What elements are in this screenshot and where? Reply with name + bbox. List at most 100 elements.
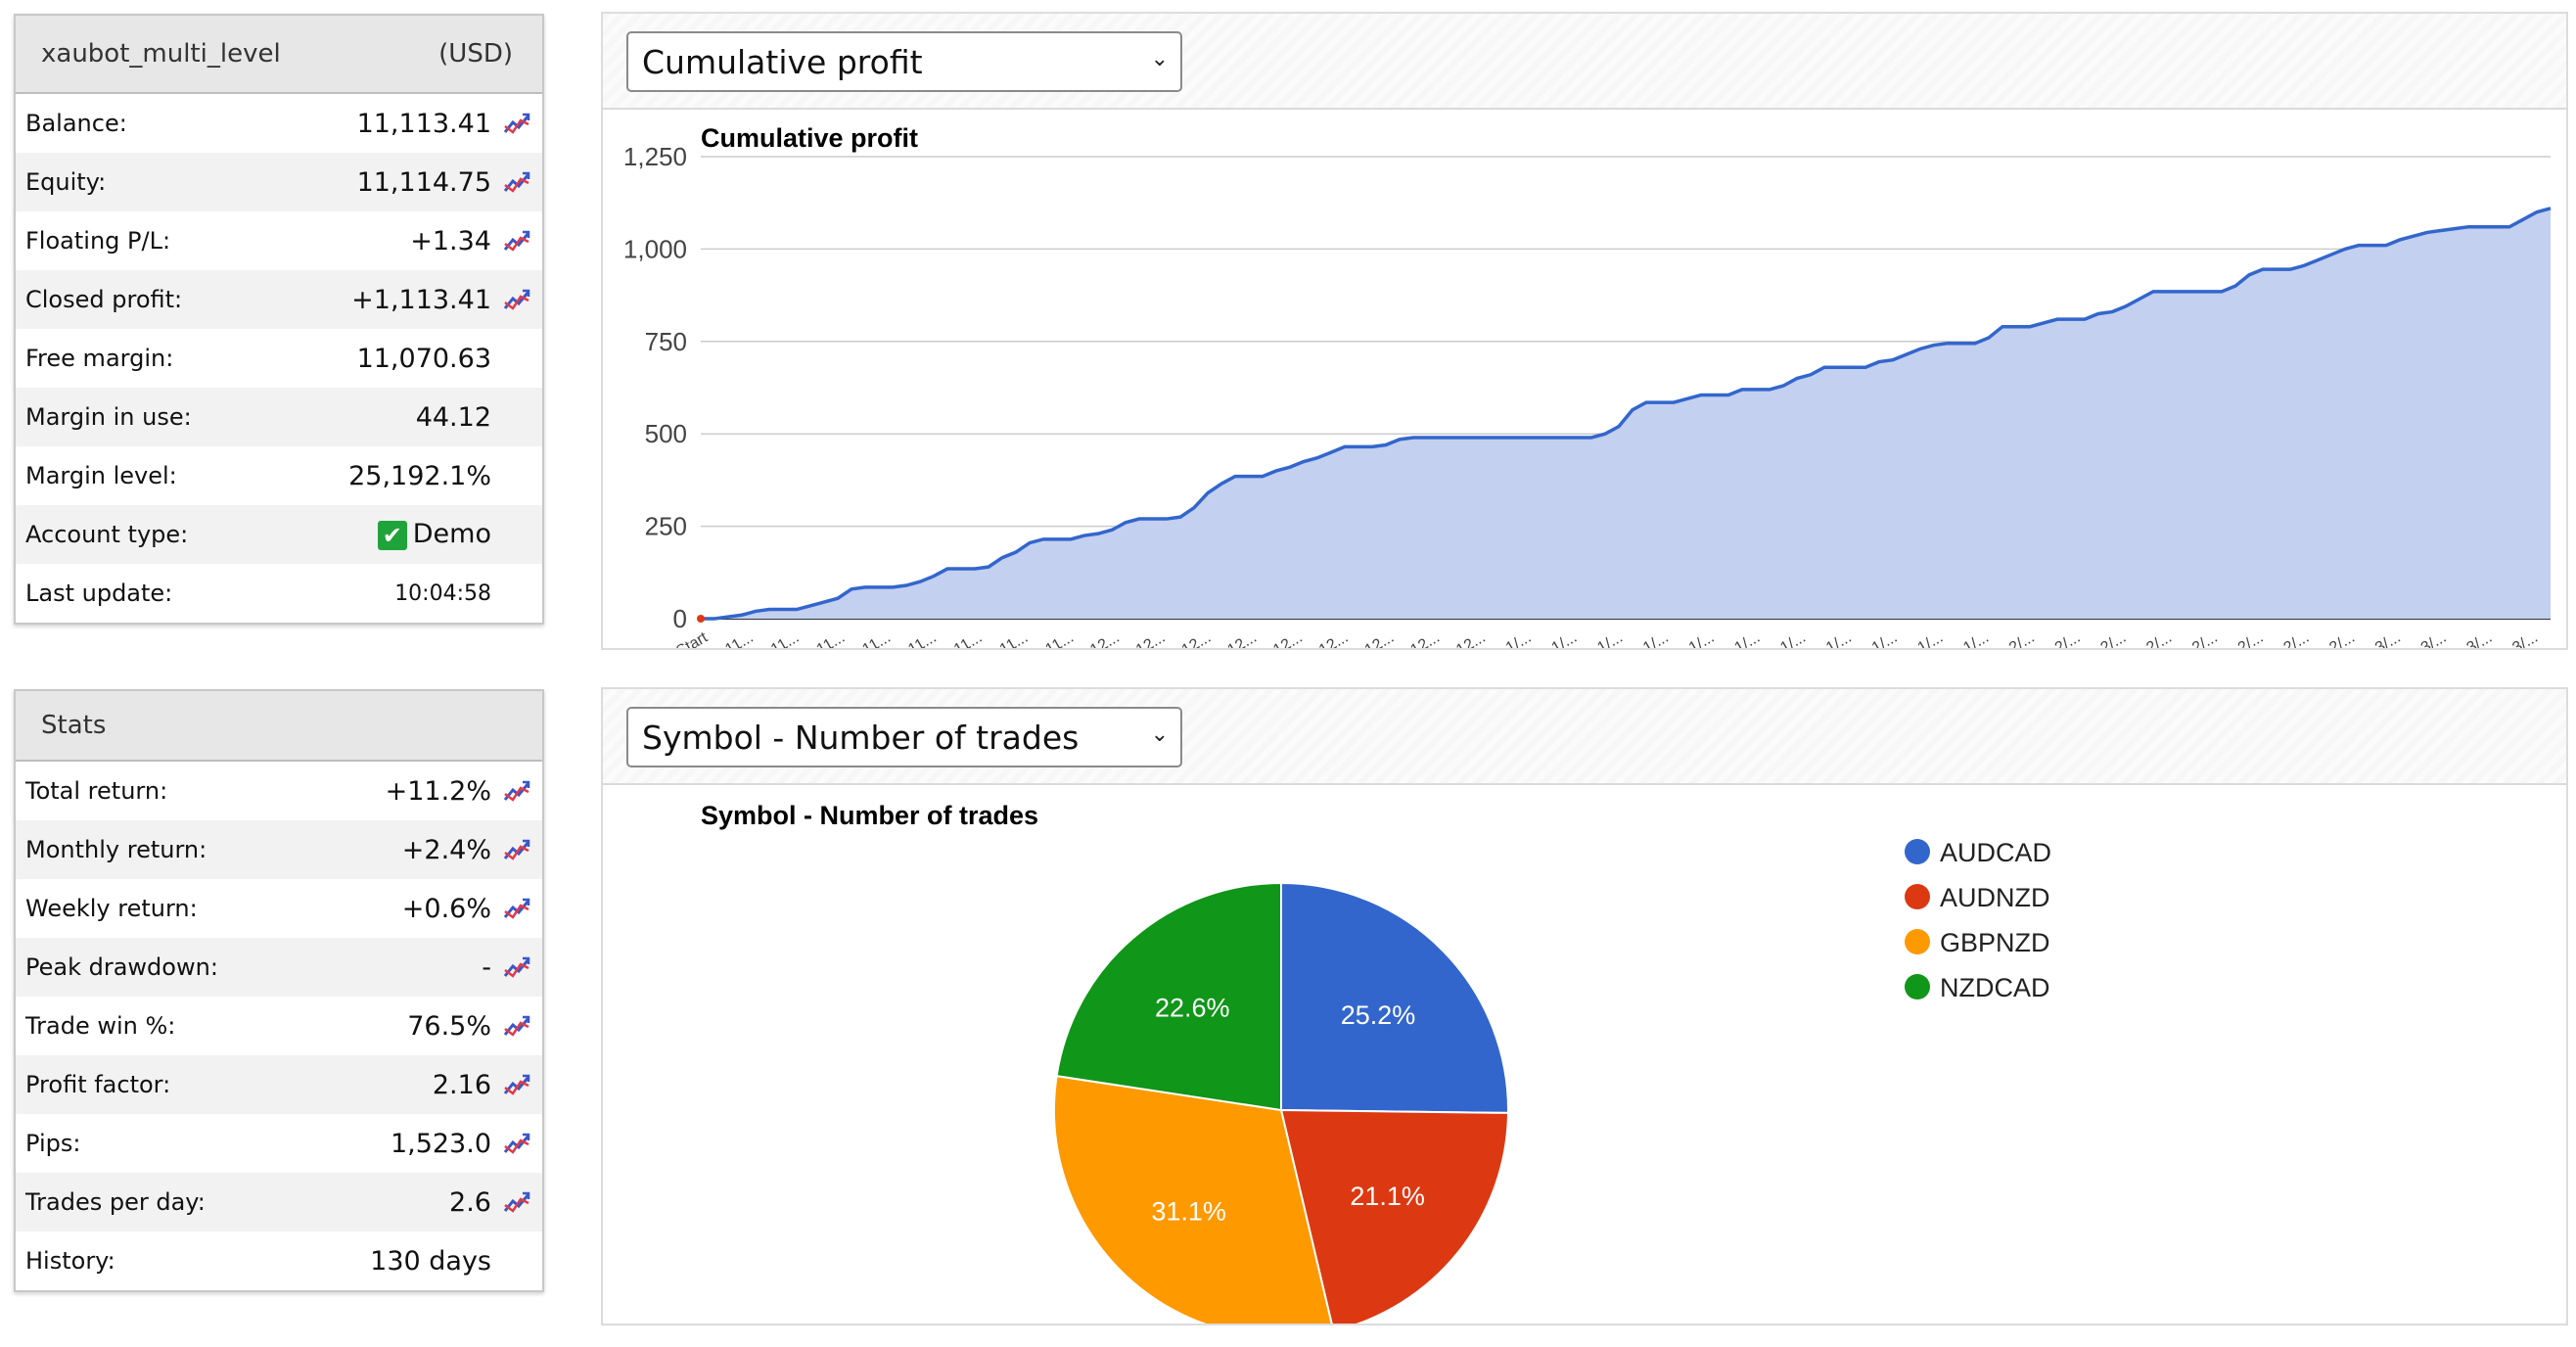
row-icon-slot bbox=[491, 896, 542, 921]
row-label: Pips: bbox=[25, 1130, 81, 1157]
legend-label: GBPNZD bbox=[1940, 928, 2050, 957]
stats-row: Trade win %: 76.5% bbox=[16, 997, 542, 1055]
row-value: 25,192.1% bbox=[348, 460, 491, 491]
x-tick-label: 12... bbox=[1179, 629, 1214, 648]
row-value: 130 days bbox=[370, 1245, 491, 1277]
x-tick-label: 12... bbox=[1453, 629, 1488, 648]
x-tick-label: 12... bbox=[1316, 629, 1351, 648]
pie-slice-audcad[interactable] bbox=[1280, 881, 1509, 1114]
account-name: xaubot_multi_level bbox=[41, 39, 281, 69]
y-tick-label: 500 bbox=[645, 419, 687, 448]
profit-chart-select-value: Cumulative profit bbox=[642, 42, 923, 81]
trend-chart-icon[interactable] bbox=[502, 954, 531, 980]
pie-chart-panel: Symbol - Number of trades ⌄ Symbol - Num… bbox=[601, 687, 2568, 1325]
row-icon-slot bbox=[491, 169, 542, 195]
row-label: Last update: bbox=[25, 580, 173, 607]
x-tick-label: 1/... bbox=[1823, 629, 1855, 648]
pie-slice-nzdcad[interactable] bbox=[1055, 881, 1282, 1112]
trend-chart-icon[interactable] bbox=[502, 1189, 531, 1215]
row-value: 11,113.41 bbox=[356, 108, 491, 139]
row-label: History: bbox=[25, 1247, 115, 1275]
legend-label: AUDNZD bbox=[1940, 883, 2050, 912]
cumulative-profit-chart: Cumulative profit02505007501,0001,250Sta… bbox=[623, 123, 2552, 648]
account-row: Last update: 10:04:58 bbox=[16, 564, 542, 623]
x-tick-label: 2/... bbox=[2006, 629, 2038, 648]
row-label: Closed profit: bbox=[25, 286, 183, 313]
row-value: 11,114.75 bbox=[356, 166, 491, 198]
x-tick-label: 11... bbox=[722, 629, 756, 648]
pie-slice-label: 21.1% bbox=[1350, 1182, 1425, 1211]
x-tick-label: 2/... bbox=[2052, 629, 2084, 648]
row-value: 11,070.63 bbox=[356, 343, 491, 374]
row-value: +2.4% bbox=[401, 834, 491, 865]
row-value: - bbox=[482, 952, 491, 983]
x-tick-label: 3/... bbox=[2509, 629, 2541, 648]
x-tick-label: 1/... bbox=[1686, 629, 1718, 648]
account-type-value: Demo bbox=[412, 519, 491, 550]
pie-slice-audnzd[interactable] bbox=[1279, 1108, 1509, 1324]
row-icon-slot bbox=[491, 1131, 542, 1156]
account-currency: (USD) bbox=[438, 39, 513, 69]
trend-chart-icon[interactable] bbox=[502, 778, 531, 804]
x-tick-label: 3/... bbox=[2464, 629, 2496, 648]
x-tick-label: 1/... bbox=[1640, 629, 1672, 648]
row-value: ✔ Demo bbox=[276, 519, 491, 550]
stats-row: History: 130 days bbox=[16, 1231, 542, 1290]
row-icon-slot bbox=[491, 837, 542, 862]
profit-chart-select[interactable]: Cumulative profit ⌄ bbox=[626, 31, 1182, 92]
row-value: 2.6 bbox=[449, 1186, 491, 1218]
check-icon: ✔ bbox=[377, 520, 407, 550]
trend-chart-icon[interactable] bbox=[502, 1072, 531, 1097]
pie-slice-label: 25.2% bbox=[1341, 1000, 1416, 1030]
stats-row: Weekly return: +0.6% bbox=[16, 879, 542, 938]
row-icon-slot bbox=[491, 1189, 542, 1215]
row-value: +11.2% bbox=[385, 775, 491, 807]
stats-title: Stats bbox=[41, 711, 107, 740]
row-value: 44.12 bbox=[415, 401, 491, 433]
pie-chart-select[interactable]: Symbol - Number of trades ⌄ bbox=[626, 707, 1182, 767]
x-tick-label: 12... bbox=[1087, 629, 1122, 648]
account-panel: xaubot_multi_level (USD) Balance: 11,113.… bbox=[14, 14, 544, 625]
x-tick-label: 12... bbox=[1133, 629, 1168, 648]
trend-chart-icon[interactable] bbox=[502, 1131, 531, 1156]
pie-chart-select-value: Symbol - Number of trades bbox=[642, 718, 1080, 757]
legend-marker bbox=[1905, 974, 1930, 999]
trend-chart-icon[interactable] bbox=[502, 287, 531, 312]
row-label: Floating P/L: bbox=[25, 227, 171, 255]
chart-title: Symbol - Number of trades bbox=[701, 801, 1038, 830]
legend-marker bbox=[1905, 929, 1930, 954]
row-icon-slot bbox=[491, 954, 542, 980]
x-tick-label: 2/... bbox=[2235, 629, 2267, 648]
x-tick-label: 12... bbox=[1362, 629, 1397, 648]
trend-chart-icon[interactable] bbox=[502, 837, 531, 862]
x-tick-label: 1/... bbox=[1549, 629, 1581, 648]
legend-marker bbox=[1905, 884, 1930, 909]
y-tick-label: 1,250 bbox=[623, 142, 687, 171]
profit-area bbox=[701, 208, 2551, 619]
stats-row: Monthly return: +2.4% bbox=[16, 820, 542, 879]
x-tick-label: 2/... bbox=[2143, 629, 2175, 648]
row-value: 10:04:58 bbox=[394, 581, 491, 606]
start-point bbox=[697, 615, 705, 623]
trend-chart-icon[interactable] bbox=[502, 169, 531, 195]
account-row: Balance: 11,113.41 bbox=[16, 94, 542, 153]
row-label: Account type: bbox=[25, 521, 189, 548]
account-row: Account type: ✔ Demo bbox=[16, 505, 542, 564]
x-tick-label: 11... bbox=[768, 629, 802, 648]
trend-chart-icon[interactable] bbox=[502, 228, 531, 254]
trend-chart-icon[interactable] bbox=[502, 111, 531, 136]
x-tick-label: 2/... bbox=[2189, 629, 2221, 648]
row-value: 2.16 bbox=[432, 1069, 491, 1100]
account-header: xaubot_multi_level (USD) bbox=[16, 16, 542, 94]
account-row: Margin in use: 44.12 bbox=[16, 388, 542, 446]
account-row: Margin level: 25,192.1% bbox=[16, 446, 542, 505]
row-value: 76.5% bbox=[407, 1010, 491, 1042]
row-icon-slot bbox=[491, 111, 542, 136]
x-tick-label: 1/... bbox=[1594, 629, 1626, 648]
y-tick-label: 750 bbox=[645, 327, 687, 356]
trend-chart-icon[interactable] bbox=[502, 896, 531, 921]
legend-label: AUDCAD bbox=[1940, 838, 2051, 867]
trend-chart-icon[interactable] bbox=[502, 1013, 531, 1039]
pie-slice-gbpnzd[interactable] bbox=[1053, 1075, 1333, 1324]
stats-row: Profit factor: 2.16 bbox=[16, 1055, 542, 1114]
